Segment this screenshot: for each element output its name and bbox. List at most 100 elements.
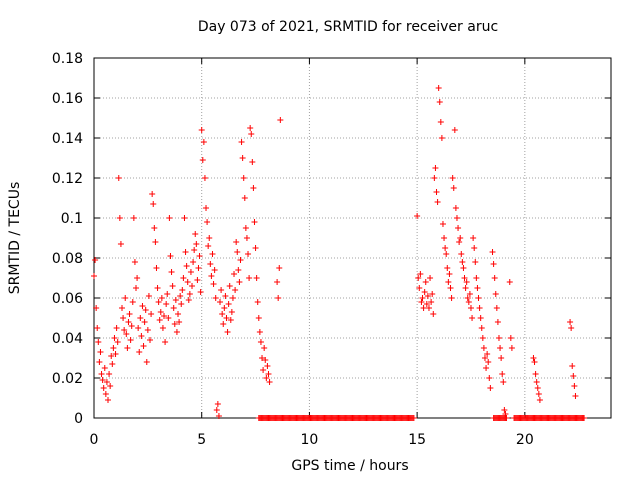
data-point	[206, 235, 213, 241]
data-point	[474, 285, 481, 291]
data-point	[94, 325, 101, 331]
data-point	[274, 279, 281, 285]
data-point	[153, 265, 160, 271]
data-point	[223, 315, 230, 321]
data-point	[97, 349, 104, 355]
data-point	[119, 305, 126, 311]
data-point	[184, 279, 191, 285]
data-point	[231, 271, 238, 277]
data-point	[275, 295, 282, 301]
data-point	[233, 239, 240, 245]
data-point	[100, 385, 107, 391]
data-point	[98, 371, 105, 377]
data-point	[450, 185, 457, 191]
data-point	[477, 315, 484, 321]
data-point	[256, 329, 263, 335]
data-point	[173, 329, 180, 335]
data-point	[232, 287, 239, 293]
data-point	[481, 355, 488, 361]
data-point	[150, 201, 157, 207]
data-point	[167, 253, 174, 259]
data-point	[479, 335, 486, 341]
data-point	[451, 127, 458, 133]
data-point	[499, 371, 506, 377]
data-point	[106, 371, 113, 377]
y-tick-label: 0.04	[52, 331, 83, 347]
data-point	[423, 301, 430, 307]
data-point	[261, 345, 268, 351]
data-point	[478, 325, 485, 331]
data-point	[125, 319, 132, 325]
data-point	[465, 299, 472, 305]
data-point	[265, 371, 272, 377]
data-point	[432, 165, 439, 171]
data-point	[458, 251, 465, 257]
data-point	[182, 249, 189, 255]
data-point	[237, 257, 244, 263]
data-point	[120, 315, 127, 321]
data-point	[92, 257, 99, 263]
data-point	[112, 351, 119, 357]
data-point	[503, 415, 510, 421]
data-point	[414, 213, 421, 219]
data-point	[430, 311, 437, 317]
data-point	[91, 273, 97, 279]
data-point	[130, 215, 137, 221]
data-point	[490, 261, 497, 267]
y-tick-label: 0.06	[52, 291, 83, 307]
data-point	[416, 285, 423, 291]
data-point	[234, 249, 241, 255]
y-tick-label: 0.16	[52, 91, 83, 107]
data-point	[204, 219, 211, 225]
data-point	[141, 319, 148, 325]
data-point	[172, 297, 179, 303]
data-point	[107, 383, 114, 389]
data-point	[444, 265, 451, 271]
data-point	[252, 245, 259, 251]
data-point	[218, 287, 225, 293]
data-point	[500, 379, 507, 385]
data-point	[135, 325, 142, 331]
data-point	[208, 273, 215, 279]
data-point	[219, 311, 226, 317]
data-point	[212, 295, 219, 301]
data-point	[469, 315, 476, 321]
data-point	[199, 157, 206, 163]
data-point	[254, 299, 261, 305]
data-point	[124, 345, 131, 351]
data-point	[203, 205, 210, 211]
data-point	[247, 125, 254, 131]
data-point	[461, 275, 468, 281]
data-point	[164, 291, 171, 297]
data-point	[168, 269, 175, 275]
data-point	[507, 335, 514, 341]
data-point	[486, 375, 493, 381]
data-point	[128, 323, 135, 329]
data-point	[434, 199, 441, 205]
data-point	[159, 325, 166, 331]
data-point	[148, 311, 155, 317]
data-point	[246, 275, 253, 281]
data-point	[459, 259, 466, 265]
chart-title: Day 073 of 2021, SRMTID for receiver aru…	[198, 19, 498, 35]
data-point	[179, 287, 186, 293]
data-point	[195, 265, 202, 271]
data-point	[494, 319, 501, 325]
data-point	[171, 321, 178, 327]
y-axis-label: SRMTID / TECUs	[7, 182, 23, 295]
data-point	[229, 295, 236, 301]
data-point	[226, 283, 233, 289]
data-point	[253, 275, 260, 281]
data-point	[101, 365, 108, 371]
data-point	[178, 301, 185, 307]
data-point	[156, 317, 163, 323]
data-point	[242, 225, 249, 231]
data-point	[418, 299, 425, 305]
data-point	[220, 321, 227, 327]
data-point	[238, 139, 245, 145]
data-point	[129, 299, 136, 305]
data-point	[126, 311, 133, 317]
data-point	[186, 291, 193, 297]
data-point	[431, 175, 438, 181]
data-point	[122, 295, 129, 301]
